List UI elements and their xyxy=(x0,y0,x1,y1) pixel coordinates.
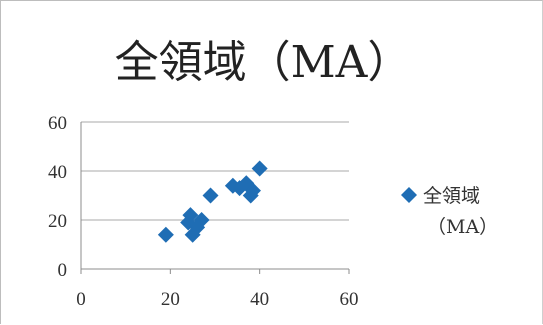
axis-layer xyxy=(80,122,350,274)
y-tick-label: 0 xyxy=(58,260,68,281)
legend-label-line-1: 全領域 xyxy=(423,185,480,207)
legend-label-line-2: （MA） xyxy=(427,216,498,238)
chart-title: 全領域（MA） xyxy=(115,37,412,88)
data-points xyxy=(157,160,268,243)
x-tick-label: 40 xyxy=(250,289,269,310)
x-tick-label: 60 xyxy=(340,289,359,310)
grid-layer xyxy=(81,121,349,221)
legend: 全領域 （MA） xyxy=(401,185,498,238)
tick-labels: 0 20 40 60 0 20 40 60 xyxy=(48,113,359,310)
x-tick-label: 0 xyxy=(76,289,86,310)
legend-marker xyxy=(401,187,417,203)
y-tick-label: 60 xyxy=(48,113,67,134)
data-point xyxy=(251,160,268,177)
data-point xyxy=(202,187,219,204)
data-point xyxy=(182,207,199,224)
data-point xyxy=(157,226,174,243)
data-point xyxy=(244,182,261,199)
y-tick-label: 40 xyxy=(48,162,67,183)
y-tick-label: 20 xyxy=(48,211,67,232)
data-point xyxy=(193,212,210,228)
x-tick-label: 20 xyxy=(161,289,180,310)
